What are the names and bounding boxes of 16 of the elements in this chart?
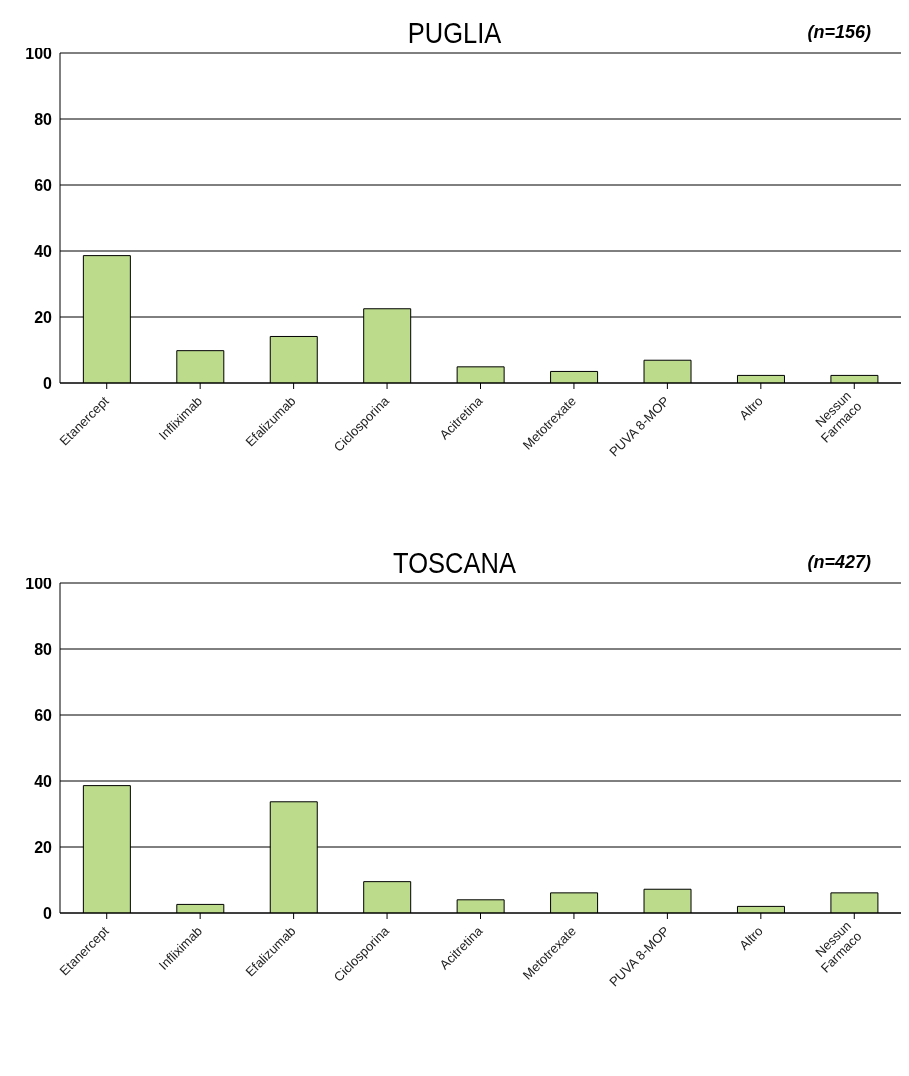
y-tick-label: 20 <box>34 838 53 856</box>
y-tick-label: 100 <box>25 44 53 62</box>
y-tick-label: 40 <box>34 772 53 790</box>
text: (n=156) <box>807 22 871 43</box>
y-tick-label: 0 <box>43 374 53 392</box>
chart-title: TOSCANA <box>393 546 516 579</box>
y-tick-label: 20 <box>34 308 53 326</box>
y-tick-label: 60 <box>34 706 53 724</box>
y-tick-label: 0 <box>43 904 53 922</box>
chart-title: PUGLIA <box>407 16 502 49</box>
y-tick-label: 80 <box>34 110 53 128</box>
y-tick-label: 40 <box>34 242 53 260</box>
y-tick-label: 80 <box>34 640 53 658</box>
y-tick-label: 60 <box>34 176 53 194</box>
y-tick-label: 100 <box>25 574 53 592</box>
text: (n=427) <box>807 552 871 573</box>
